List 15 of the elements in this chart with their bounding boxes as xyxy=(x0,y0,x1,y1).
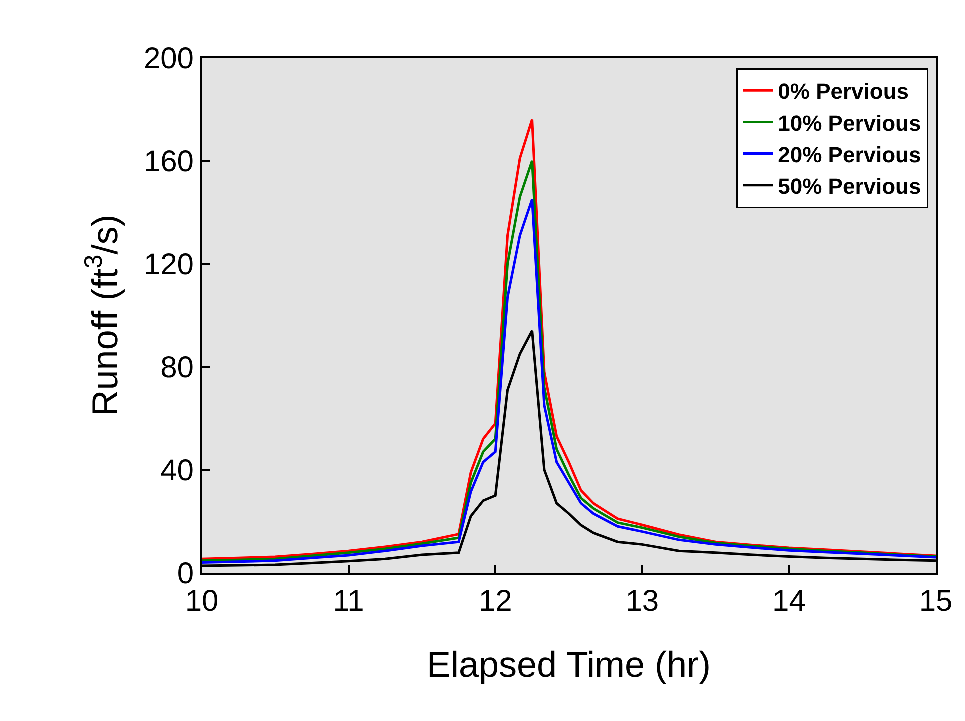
legend-label: 10% Pervious xyxy=(778,110,922,136)
x-tick-label: 15 xyxy=(919,585,953,618)
legend-label: 0% Pervious xyxy=(778,79,910,104)
legend-label: 50% Pervious xyxy=(778,174,922,199)
x-tick-label: 13 xyxy=(626,585,660,618)
x-tick-label: 12 xyxy=(478,585,512,618)
x-tick-label: 14 xyxy=(772,585,806,618)
legend-label: 20% Pervious xyxy=(778,142,922,168)
x-axis-title: Elapsed Time (hr) xyxy=(426,644,712,686)
y-tick-label: 40 xyxy=(160,454,194,488)
x-tick-label: 11 xyxy=(333,585,364,618)
y-tick-label: 80 xyxy=(160,352,194,384)
y-tick-label: 200 xyxy=(144,42,194,76)
y-tick-label: 120 xyxy=(144,248,194,282)
y-tick-label: 160 xyxy=(144,146,194,178)
